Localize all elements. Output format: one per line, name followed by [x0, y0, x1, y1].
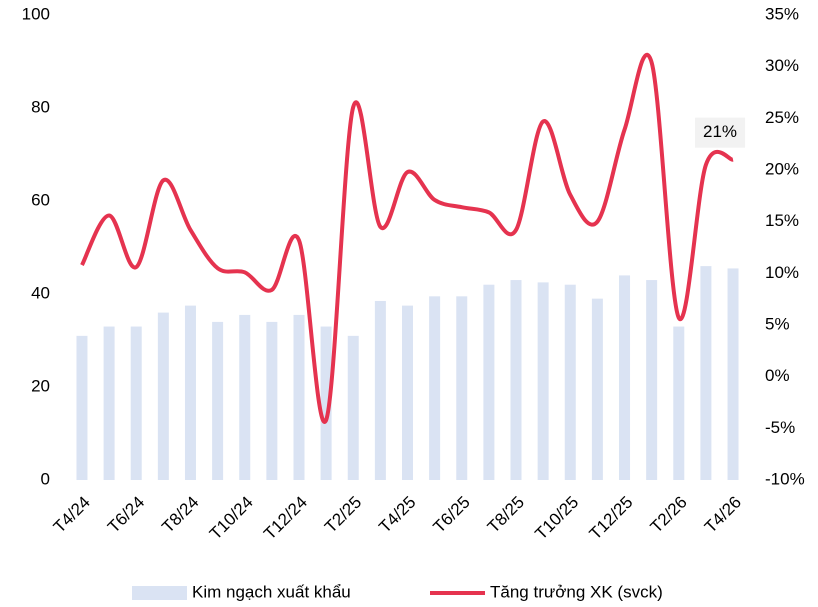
legend-label: Tăng trưởng XK (svck)	[490, 582, 663, 601]
y-tick-label: 100	[22, 4, 50, 23]
bar	[293, 314, 305, 480]
legend-swatch	[132, 586, 187, 600]
bar	[619, 275, 631, 480]
bar	[320, 326, 332, 480]
y-tick-label: 40	[31, 283, 50, 302]
y2-tick-label: 25%	[765, 108, 799, 127]
value-label-box	[695, 117, 746, 148]
bar	[483, 284, 495, 480]
bar	[673, 326, 685, 480]
line	[80, 52, 734, 424]
bar	[103, 326, 115, 480]
bar	[76, 335, 88, 480]
bar	[537, 282, 549, 480]
y-tick-label: 60	[31, 190, 50, 209]
bar	[700, 266, 712, 480]
x-tick-label: T10/24	[206, 493, 257, 544]
bar	[212, 321, 224, 480]
x-tick-label: T8/25	[484, 493, 528, 537]
x-tick-label: T6/25	[430, 493, 474, 537]
y2-tick-label: 30%	[765, 56, 799, 75]
bar	[402, 305, 413, 480]
bar	[510, 280, 522, 480]
bar	[429, 296, 441, 480]
bar	[184, 305, 196, 480]
bar	[564, 284, 576, 480]
legend-label: Kim ngạch xuất khẩu	[192, 582, 351, 601]
x-tick-label: T12/25	[586, 493, 637, 544]
y2-tick-label: 5%	[765, 314, 790, 333]
y2-tick-label: 35%	[765, 4, 799, 23]
x-tick-label: T4/26	[701, 493, 745, 537]
y2-tick-label: 15%	[765, 211, 799, 230]
y2-tick-label: -5%	[765, 418, 795, 437]
x-tick-label: T4/24	[50, 493, 94, 537]
bar	[157, 312, 169, 480]
y-tick-label: 20	[31, 376, 50, 395]
x-tick-label: T2/26	[647, 493, 691, 537]
y2-tick-label: 0%	[765, 366, 790, 385]
x-tick-label: T4/25	[375, 493, 419, 537]
y2-tick-label: 10%	[765, 263, 799, 282]
bar	[591, 298, 603, 480]
value-label: 21%	[703, 122, 737, 141]
x-tick-label: T12/24	[260, 493, 311, 544]
y2-tick-label: 20%	[765, 159, 799, 178]
bar	[266, 321, 278, 480]
x-tick-label: T10/25	[531, 493, 582, 544]
y2-tick-label: -10%	[765, 469, 805, 488]
y-tick-label: 0	[41, 469, 50, 488]
x-tick-label: T6/24	[104, 493, 148, 537]
bar	[130, 326, 142, 480]
bar	[239, 314, 251, 480]
x-tick-label: T2/25	[321, 493, 365, 537]
x-tick-label: T8/24	[158, 493, 202, 537]
bar	[374, 300, 386, 480]
bar	[347, 335, 359, 480]
bar	[727, 268, 739, 480]
bar	[456, 296, 468, 480]
y-tick-label: 80	[31, 97, 50, 116]
bar	[646, 280, 658, 480]
